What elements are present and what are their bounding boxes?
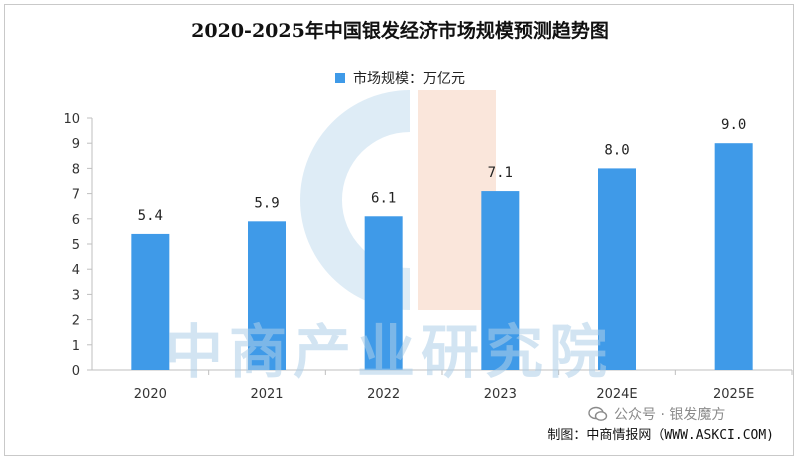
legend: 市场规模：万亿元 — [0, 68, 800, 88]
bars: 5.4 5.9 6.1 7.1 8.0 9.0 — [131, 117, 753, 370]
source-note: 制图：中商情报网（WWW.ASKCI.COM) — [547, 428, 774, 443]
axes: 0 1 2 3 4 5 6 7 8 9 10 2020 2021 2022 2023 2024E 2025E — [63, 112, 793, 402]
data-label: 7.1 — [488, 165, 513, 181]
y-tick-label: 4 — [72, 263, 80, 278]
legend-swatch — [335, 73, 345, 83]
y-tick-label: 9 — [72, 137, 80, 152]
data-label: 5.9 — [254, 195, 279, 211]
legend-label: 市场规模：万亿元 — [353, 71, 465, 87]
x-tick-label: 2022 — [367, 387, 400, 402]
y-tick-label: 6 — [72, 213, 80, 228]
credit: 公众号 · 银发魔方 — [588, 404, 725, 424]
bar — [714, 143, 753, 370]
y-tick-label: 7 — [72, 188, 80, 203]
y-tick-label: 3 — [72, 288, 80, 303]
bar — [364, 216, 403, 370]
y-tick-label: 8 — [72, 162, 80, 177]
data-label: 5.4 — [138, 208, 163, 224]
bar — [481, 191, 520, 370]
y-tick-label: 1 — [72, 339, 80, 354]
bar — [248, 221, 286, 370]
x-tick-label: 2024E — [596, 387, 637, 402]
bar — [131, 233, 170, 370]
watermark-text: 中商产业研究院 — [165, 318, 614, 386]
x-tick-label: 2023 — [484, 387, 517, 402]
y-tick-label: 10 — [63, 112, 80, 127]
x-tick-label: 2021 — [250, 387, 283, 402]
bar — [598, 168, 636, 370]
data-label: 9.0 — [721, 117, 746, 133]
y-tick-label: 0 — [72, 364, 80, 379]
data-label: 8.0 — [604, 142, 629, 158]
y-tick-label: 5 — [72, 238, 80, 253]
chart-title: 2020-2025年中国银发经济市场规模预测趋势图 — [191, 20, 609, 42]
y-tick-label: 2 — [72, 314, 80, 329]
wechat-icon — [588, 406, 608, 421]
data-label: 6.1 — [371, 190, 396, 206]
x-tick-label: 2025E — [713, 387, 754, 402]
credit-text: 公众号 · 银发魔方 — [614, 407, 726, 423]
x-tick-label: 2020 — [134, 387, 167, 402]
